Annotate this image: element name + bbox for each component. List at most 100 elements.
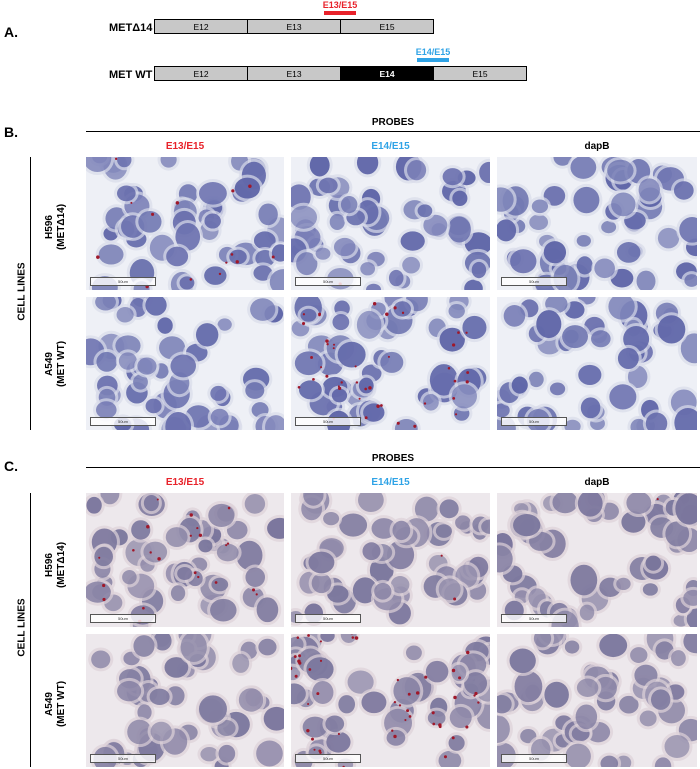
nucleus xyxy=(269,269,284,290)
nucleus xyxy=(308,551,335,574)
signal-dot xyxy=(466,650,470,655)
signal-dot xyxy=(310,356,313,359)
signal-dot xyxy=(311,737,314,741)
nucleus xyxy=(318,177,338,194)
panel-a-letter: A. xyxy=(4,24,18,40)
signal-dot xyxy=(225,544,228,547)
nucleus xyxy=(580,397,601,419)
nucleus xyxy=(503,305,526,327)
signal-dot xyxy=(193,571,197,575)
panel-c-col-e14-e15: E14/E15 xyxy=(371,477,410,488)
nucleus xyxy=(198,695,227,723)
nucleus xyxy=(232,653,250,673)
nucleus xyxy=(98,244,124,265)
nucleus xyxy=(616,242,641,263)
nucleus xyxy=(422,393,439,411)
signal-dot xyxy=(451,343,456,347)
signal-dot xyxy=(457,331,460,334)
nucleus xyxy=(657,315,686,344)
nucleus xyxy=(464,672,488,695)
nucleus xyxy=(417,204,433,218)
nucleus xyxy=(617,347,639,370)
nucleus xyxy=(388,269,404,287)
nucleus xyxy=(564,419,581,430)
nucleus xyxy=(177,567,193,581)
nucleus xyxy=(256,597,279,623)
signal-dot xyxy=(255,593,258,596)
nucleus xyxy=(374,582,392,600)
nucleus xyxy=(291,683,306,705)
nucleus xyxy=(425,660,449,683)
nucleus xyxy=(236,540,263,570)
nucleus xyxy=(361,691,387,714)
nucleus xyxy=(533,634,552,648)
nucleus xyxy=(302,716,328,738)
nucleus xyxy=(331,388,348,403)
nucleus xyxy=(211,577,229,592)
nucleus xyxy=(145,297,167,316)
nucleus xyxy=(479,161,490,184)
scale-bar: 50um xyxy=(501,417,567,426)
panel-b-row-h596: H596 (METΔ14) xyxy=(44,187,68,267)
scale-bar: 50um xyxy=(90,277,156,286)
nucleus xyxy=(145,398,162,414)
signal-dot xyxy=(313,748,316,751)
nucleus xyxy=(664,735,690,759)
signal-dot xyxy=(432,722,436,726)
nucleus xyxy=(332,314,350,331)
nucleus xyxy=(150,721,172,742)
nucleus xyxy=(464,279,483,290)
panel-b-col-dapb: dapB xyxy=(584,141,610,152)
nucleus xyxy=(564,640,580,654)
panel-c-side-rule xyxy=(30,493,31,767)
nucleus xyxy=(153,634,172,651)
exon-e12: E12 xyxy=(155,67,248,80)
nucleus xyxy=(127,719,152,745)
signal-dot xyxy=(319,659,323,662)
nucleus xyxy=(115,335,141,356)
nucleus xyxy=(238,688,264,712)
micrograph-texture xyxy=(497,297,697,430)
nucleus xyxy=(337,341,366,368)
panel-c-letter: C. xyxy=(4,458,18,474)
nucleus xyxy=(170,585,186,602)
nucleus xyxy=(339,513,368,537)
nucleus xyxy=(329,213,345,231)
row-line1: A549 xyxy=(44,352,55,376)
scale-bar: 50um xyxy=(501,277,567,286)
nucleus xyxy=(683,589,697,606)
signal-dot xyxy=(98,556,101,559)
panel-b-probes-title: PROBES xyxy=(371,117,415,128)
nucleus xyxy=(244,494,266,514)
nucleus xyxy=(497,187,514,212)
nucleus xyxy=(636,270,656,290)
panel-c-col-dapb: dapB xyxy=(584,477,610,488)
nucleus xyxy=(315,247,331,260)
signal-dot xyxy=(326,342,329,346)
signal-dot xyxy=(443,755,447,759)
signal-dot xyxy=(225,261,228,264)
signal-dot xyxy=(189,513,193,517)
nucleus xyxy=(380,351,404,373)
nucleus xyxy=(392,520,411,541)
signal-dot xyxy=(316,692,320,696)
nucleus xyxy=(137,704,152,721)
nucleus xyxy=(611,192,636,217)
exon-e14: E14 xyxy=(341,67,434,80)
micrograph-texture xyxy=(86,297,284,430)
nucleus xyxy=(451,664,467,682)
nucleus xyxy=(683,634,697,654)
micrograph-c-h596-e14e15: 50um xyxy=(291,493,490,627)
nucleus xyxy=(400,231,425,251)
signal-dot xyxy=(391,729,394,732)
signal-dot xyxy=(333,343,336,346)
signal-dot xyxy=(372,302,377,306)
signal-dot xyxy=(248,184,252,189)
nucleus xyxy=(204,213,221,229)
nucleus xyxy=(340,195,358,214)
nucleus xyxy=(497,219,517,242)
nucleus xyxy=(511,376,528,394)
nucleus xyxy=(654,757,672,767)
signal-dot xyxy=(293,655,297,658)
signal-dot xyxy=(337,386,342,391)
